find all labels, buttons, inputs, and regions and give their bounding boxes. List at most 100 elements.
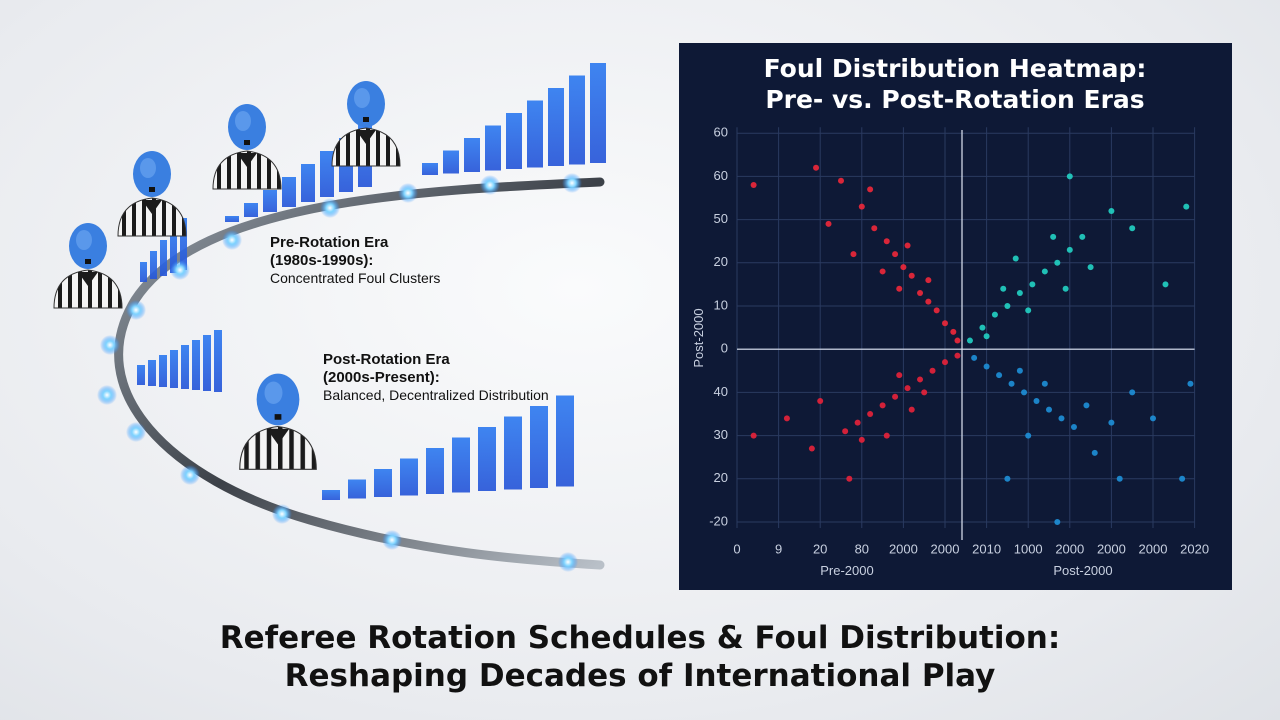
chart-title: Pre- vs. Post-Rotation Eras [765,85,1144,114]
y-tick-label: 40 [714,384,728,399]
glow-node [398,183,418,203]
decor-bar [569,75,585,165]
y-axis-label: Post-2000 [691,308,706,367]
scatter-point [925,277,932,284]
bar-decoration [137,63,606,500]
scatter-point [842,428,849,435]
decor-bar [590,63,606,163]
referee-icon [117,150,187,237]
scatter-point [996,372,1003,379]
referee-icon [53,222,123,309]
glow-node [126,300,146,320]
scatter-point [813,164,820,171]
scatter-point [1108,419,1115,426]
x-axis-label: Pre-2000 [820,563,873,578]
scatter-point [966,337,973,344]
decor-bar [452,437,470,493]
era-desc: Balanced, Decentralized Distribution [323,387,549,403]
scatter-point [1021,389,1028,396]
decor-bar [400,458,418,496]
x-tick-label: 2000 [1097,541,1126,556]
scatter-point [900,264,907,271]
decor-bar [214,330,222,392]
decor-bar [180,218,187,270]
decor-bar [485,125,501,171]
scatter-point [1033,398,1040,405]
decor-bar [443,150,459,174]
scatter-point [825,220,832,227]
scatter-point [983,363,990,370]
x-tick-label: 1000 [1014,541,1043,556]
scatter-point [1025,432,1032,439]
y-tick-label: 10 [714,297,728,312]
scatter-point [783,415,790,422]
scatter-point [925,298,932,305]
glow-node [170,260,190,280]
glow-node [562,173,582,193]
glow-node [558,552,578,572]
decor-bar [374,469,392,497]
era-period: (1980s-1990s): [270,252,373,269]
y-tick-label: 50 [714,211,728,226]
scatter-point [979,324,986,331]
x-tick-label: 2000 [889,541,918,556]
scatter-point [808,445,815,452]
glow-node [382,530,402,550]
scatter-point [838,177,844,184]
scatter-point [1050,233,1057,240]
scatter-plot: 0 9 20 80 2000 2000 2010 1000 2000 2000 2000 2020-2… [709,125,1209,557]
scatter-point [1008,380,1015,387]
decor-bar [301,164,315,202]
decor-bar [506,113,522,169]
scatter-point [1087,264,1094,271]
x-tick-label: 2000 [1139,541,1168,556]
scatter-point [879,268,886,275]
scatter-point [954,337,961,344]
scatter-point [867,411,874,417]
decor-bar [422,163,438,175]
scatter-point [871,225,878,232]
scatter-point [933,307,940,314]
scatter-point [1016,290,1023,297]
scatter-point [1091,449,1098,456]
decor-bar [548,88,564,166]
y-tick-label: 60 [714,125,728,140]
scatter-point [879,402,886,409]
scatter-point [1066,173,1073,180]
scatter-point [1012,255,1019,262]
scatter-point [1129,225,1136,232]
era-desc: Concentrated Foul Clusters [270,270,440,286]
decor-bar [504,416,522,490]
scatter-point [854,419,861,426]
y-tick-label: 60 [714,168,728,183]
decor-bar [159,355,167,387]
scatter-point [1004,303,1011,309]
headline: Reshaping Decades of International Play [285,658,996,694]
glow-node [480,175,500,195]
scatter-point [942,359,948,366]
glow-node [222,230,242,250]
scatter-point [892,393,899,400]
scatter-point [904,385,911,392]
decor-bar [322,490,340,500]
y-tick-label: 20 [714,470,728,485]
scatter-point [983,333,990,340]
decor-bar [263,190,277,212]
y-tick-label: 0 [721,341,728,356]
scatter-point [896,285,903,292]
decor-bar [530,406,548,488]
scatter-point [1187,380,1194,387]
scatter-point [1041,268,1048,275]
decor-bar [464,138,480,172]
scatter-point [1162,281,1169,288]
x-axis-label: Post-2000 [1053,563,1112,578]
era-title: Post-Rotation Era [323,351,450,368]
scatter-point [917,290,924,297]
decor-bar [556,395,574,487]
x-tick-label: 2020 [1180,541,1209,556]
decor-bar [282,177,296,207]
scatter-point [917,376,924,383]
scatter-point [971,354,978,361]
era-period: (2000s-Present): [323,369,440,386]
